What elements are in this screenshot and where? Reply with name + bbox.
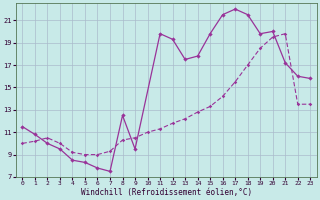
X-axis label: Windchill (Refroidissement éolien,°C): Windchill (Refroidissement éolien,°C) <box>81 188 252 197</box>
